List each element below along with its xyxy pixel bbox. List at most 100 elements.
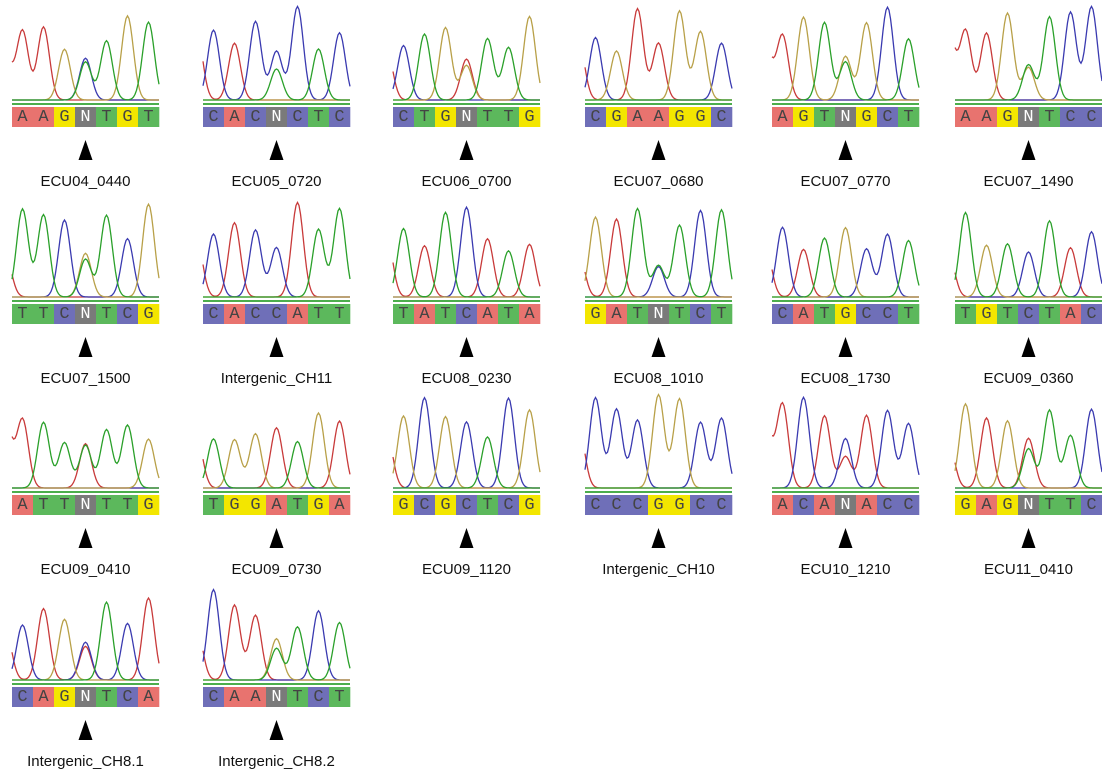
base-letter: C [590,108,600,127]
base-letter: T [292,496,302,515]
chromatogram-panel: GAGNTTCECU11_0410 [955,404,1102,578]
base-letter: A [524,305,535,324]
trace [772,7,919,100]
base-letter: T [101,305,111,324]
base-letter: G [611,108,621,127]
base-letter: C [611,496,621,515]
base-letter: G [143,305,153,324]
base-letter: C [271,305,281,324]
trace [955,248,1102,297]
arrow-marker [652,337,666,357]
base-letter: G [674,108,684,127]
base-letter: C [632,496,642,515]
base-letter: C [1086,108,1096,127]
trace [203,421,350,488]
base-letter: G [59,688,69,707]
base-letter: C [461,305,471,324]
trace [772,17,919,100]
base-letter: T [292,688,302,707]
base-letter: A [482,305,493,324]
base-letter: G [122,108,132,127]
trace [955,232,1102,297]
base-letter: T [716,305,726,324]
base-letter: A [292,305,303,324]
trace [585,395,732,489]
arrow-marker [1022,528,1036,548]
base-letter: T [334,688,344,707]
base-letter: A [271,496,282,515]
trace [585,38,732,101]
chromatogram-panel: CAGNTCAIntergenic_CH8.1 [12,598,159,770]
trace [203,49,350,100]
base-letter: C [122,688,132,707]
trace [12,418,159,488]
base-letter: N [80,305,90,324]
chromatogram-panel: CACCATTIntergenic_CH11 [203,203,350,388]
panel-label: ECU04_0440 [40,173,130,190]
panel-label: ECU07_0770 [800,173,890,190]
page: AAGNTGTECU04_0440CACNCTCECU05_0720CTGNTT… [0,0,1102,771]
chromatogram-panel: TGGATGAECU09_0730 [203,413,350,578]
base-letter: C [1023,305,1033,324]
arrow-marker [652,140,666,160]
base-letter: G [653,496,663,515]
base-letter: A [819,496,830,515]
base-letter: C [419,496,429,515]
arrow-marker [839,337,853,357]
panel-label: ECU09_0410 [40,561,130,578]
base-letter: C [398,108,408,127]
trace [12,204,159,297]
base-letter: G [960,496,970,515]
arrow-marker [839,140,853,160]
arrow-marker [1022,140,1036,160]
panel-label: ECU10_1210 [800,561,890,578]
base-letter: G [59,108,69,127]
base-letter: T [313,305,323,324]
trace [585,11,732,100]
base-letter: T [674,305,684,324]
arrow-marker [79,337,93,357]
base-letter: A [17,108,28,127]
base-letter: A [229,688,240,707]
base-letter: T [503,108,513,127]
base-letter: N [653,305,663,324]
base-letter: C [882,108,892,127]
base-letter: T [1044,305,1054,324]
base-letter: C [313,688,323,707]
base-letter: C [903,496,913,515]
base-letter: A [143,688,154,707]
arrow-marker [270,140,284,160]
base-letter: A [17,496,28,515]
base-letter: T [1002,305,1012,324]
trace [955,17,1102,100]
base-letter: G [861,108,871,127]
base-letter: C [292,108,302,127]
base-letter: G [229,496,239,515]
base-letter: T [1065,496,1075,515]
base-letter: C [1086,305,1096,324]
base-letter: N [80,108,90,127]
arrow-marker [460,528,474,548]
base-letter: A [632,108,643,127]
base-letter: A [1065,305,1076,324]
trace [12,22,159,100]
base-letter: C [695,496,705,515]
panel-label: Intergenic_CH11 [221,370,332,387]
trace [12,439,159,488]
panel-label: ECU08_0230 [421,370,511,387]
base-letter: A [38,108,49,127]
arrow-marker [460,337,474,357]
base-letter: T [101,688,111,707]
base-letter: A [229,108,240,127]
chromatogram-panel: CGAAGGCECU07_0680 [585,9,732,190]
base-letter: T [143,108,153,127]
chromatogram-panel: AAGNTCCECU07_1490 [955,6,1102,190]
base-letter: A [960,108,971,127]
arrow-marker [270,528,284,548]
base-letter: A [981,108,992,127]
panel-label: ECU09_1120 [422,561,511,578]
arrow-marker [270,337,284,357]
